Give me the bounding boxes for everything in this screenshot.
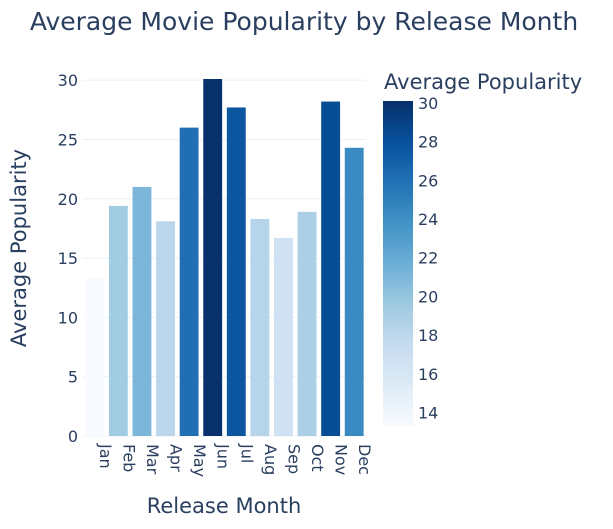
bar-may [179, 127, 199, 437]
bar-jun [203, 79, 223, 436]
y-tick-label: 20 [58, 190, 78, 209]
y-tick-label: 15 [58, 249, 78, 268]
x-tick-label: Jun [214, 443, 233, 469]
colorbar-tick-label: 18 [418, 326, 438, 345]
colorbar-tick-label: 28 [418, 133, 438, 152]
colorbar-tick-label: 20 [418, 287, 438, 306]
y-tick-label: 5 [68, 368, 78, 387]
x-axis-ticks: Jan Feb Mar Apr May Jun Jul Aug Sep Oct Nov Dec [96, 443, 374, 477]
bar-mar [132, 186, 152, 436]
colorbar-tick-label: 14 [418, 403, 438, 422]
bar-dec [344, 147, 364, 436]
y-tick-label: 25 [58, 130, 78, 149]
bars [85, 79, 364, 437]
bar-oct [297, 211, 317, 436]
colorbar-tick-label: 16 [418, 365, 438, 384]
x-tick-label: Nov [332, 444, 351, 475]
bar-aug [250, 218, 270, 436]
bar-sep [274, 237, 293, 436]
x-tick-label: Jul [237, 443, 256, 463]
bar-nov [321, 101, 341, 436]
colorbar-ticks: 14 16 18 20 22 24 26 28 30 [418, 94, 438, 423]
colorbar: Average Popularity 14 16 18 20 22 24 26 28 30 [383, 70, 582, 426]
x-tick-label: Jan [96, 443, 115, 469]
x-tick-label: Oct [308, 444, 327, 472]
colorbar-tick-label: 30 [418, 94, 438, 113]
bar-jul [226, 107, 246, 436]
x-tick-label: Sep [284, 444, 303, 474]
x-tick-label: Feb [119, 444, 138, 472]
x-tick-label: Apr [167, 444, 186, 472]
colorbar-title: Average Popularity [384, 70, 582, 94]
y-tick-label: 10 [58, 308, 78, 327]
x-tick-label: Mar [143, 444, 162, 475]
x-axis-title: Release Month [147, 494, 302, 518]
y-tick-label: 0 [68, 427, 78, 446]
y-axis-ticks: 0 5 10 15 20 25 30 [58, 71, 78, 446]
gridlines [83, 79, 366, 437]
colorbar-tick-label: 22 [418, 249, 438, 268]
x-tick-label: Aug [261, 444, 280, 475]
bar-feb [108, 205, 128, 436]
y-axis-title: Average Popularity [7, 149, 31, 347]
colorbar-tick-label: 26 [418, 171, 438, 190]
bar-apr [156, 221, 175, 436]
chart-title: Average Movie Popularity by Release Mont… [30, 7, 578, 36]
x-tick-label: May [190, 444, 209, 477]
colorbar-tick-label: 24 [418, 210, 438, 229]
colorbar-gradient [383, 101, 413, 426]
x-tick-label: Dec [355, 444, 374, 475]
bar-jan [85, 278, 105, 436]
y-tick-label: 30 [58, 71, 78, 90]
